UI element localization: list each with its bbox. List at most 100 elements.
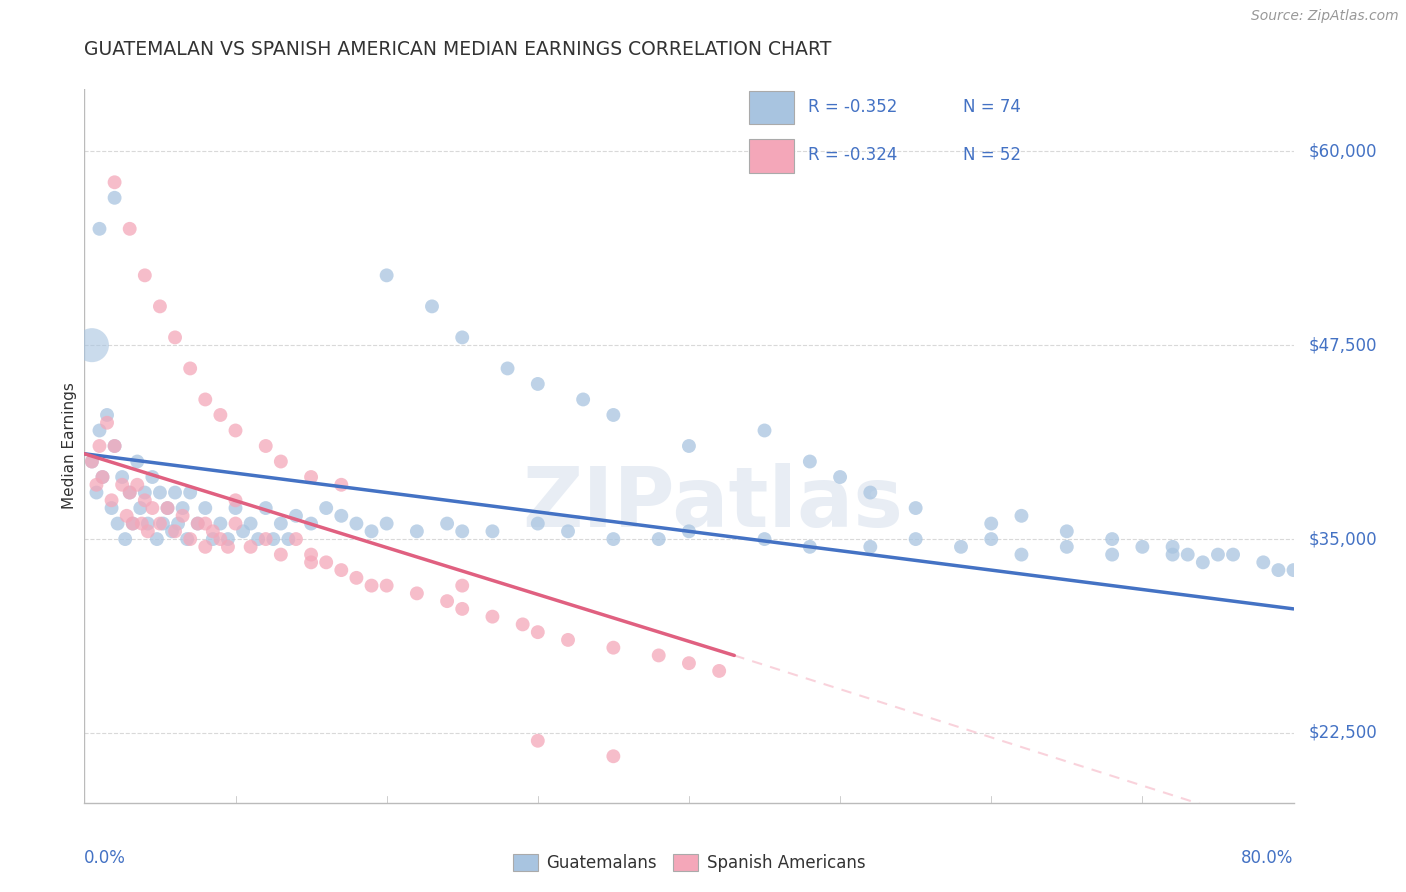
Point <box>375 516 398 531</box>
Point <box>127 477 149 491</box>
Point <box>111 470 134 484</box>
Point <box>709 664 731 678</box>
Point <box>172 501 194 516</box>
Point <box>194 540 217 554</box>
Point <box>111 477 134 491</box>
Point <box>121 516 143 531</box>
Point <box>315 501 337 516</box>
Legend: Guatemalans, Spanish Americans: Guatemalans, Spanish Americans <box>505 846 873 880</box>
Point <box>118 485 141 500</box>
Text: $35,000: $35,000 <box>1309 530 1378 548</box>
Point <box>830 470 852 484</box>
Point <box>799 540 821 554</box>
Point <box>299 470 322 484</box>
Point <box>602 532 624 546</box>
Point <box>89 439 111 453</box>
Point <box>602 408 624 422</box>
Point <box>96 416 118 430</box>
Point <box>420 299 443 313</box>
Point <box>436 516 458 531</box>
Point <box>163 330 186 344</box>
Point <box>141 470 163 484</box>
Text: $22,500: $22,500 <box>1309 724 1378 742</box>
Point <box>107 516 129 531</box>
Point <box>754 532 776 546</box>
Point <box>270 548 292 562</box>
Point <box>80 454 103 468</box>
Point <box>225 501 247 516</box>
Point <box>129 501 152 516</box>
Point <box>270 516 292 531</box>
Point <box>136 524 159 539</box>
Point <box>678 656 700 670</box>
Point <box>160 524 183 539</box>
Point <box>225 424 247 438</box>
Point <box>602 640 624 655</box>
Point <box>114 532 136 546</box>
Point <box>375 579 398 593</box>
Point <box>96 408 118 422</box>
Point <box>284 508 308 523</box>
Point <box>115 508 138 523</box>
Point <box>254 439 277 453</box>
Text: N = 52: N = 52 <box>963 146 1021 164</box>
Point <box>557 632 579 647</box>
Point <box>225 493 247 508</box>
Point <box>89 424 111 438</box>
Point <box>572 392 595 407</box>
Point <box>436 594 458 608</box>
Point <box>167 516 190 531</box>
Point <box>299 548 322 562</box>
FancyBboxPatch shape <box>748 91 794 124</box>
Text: GUATEMALAN VS SPANISH AMERICAN MEDIAN EARNINGS CORRELATION CHART: GUATEMALAN VS SPANISH AMERICAN MEDIAN EA… <box>84 40 832 59</box>
Point <box>346 571 368 585</box>
Point <box>172 508 194 523</box>
Point <box>149 299 172 313</box>
Point <box>512 617 534 632</box>
Point <box>194 392 217 407</box>
Point <box>201 532 224 546</box>
Point <box>176 532 198 546</box>
Point <box>239 540 262 554</box>
Point <box>526 516 548 531</box>
Point <box>277 532 299 546</box>
Text: R = -0.324: R = -0.324 <box>808 146 898 164</box>
Point <box>131 516 153 531</box>
Point <box>1101 532 1123 546</box>
Point <box>315 555 337 569</box>
Text: 80.0%: 80.0% <box>1241 849 1294 867</box>
Point <box>950 540 973 554</box>
Point <box>187 516 209 531</box>
Point <box>262 532 284 546</box>
Point <box>134 485 156 500</box>
Point <box>678 524 700 539</box>
Point <box>91 470 114 484</box>
Point <box>156 501 179 516</box>
Point <box>330 508 353 523</box>
Point <box>526 376 548 391</box>
Point <box>254 532 277 546</box>
Point <box>406 524 429 539</box>
Point <box>980 516 1002 531</box>
Point <box>1267 563 1289 577</box>
Point <box>100 493 122 508</box>
Point <box>1177 548 1199 562</box>
Point <box>225 516 247 531</box>
Point <box>134 493 156 508</box>
Point <box>678 439 700 453</box>
Point <box>375 268 398 283</box>
Point <box>86 485 108 500</box>
Point <box>104 191 127 205</box>
Point <box>346 516 368 531</box>
Point <box>217 540 239 554</box>
Point <box>179 361 201 376</box>
Point <box>209 408 232 422</box>
Point <box>86 477 108 491</box>
Point <box>1191 555 1213 569</box>
Point <box>1161 548 1184 562</box>
Point <box>121 516 143 531</box>
Point <box>451 602 474 616</box>
Point <box>194 501 217 516</box>
Point <box>149 516 172 531</box>
Point <box>1010 548 1032 562</box>
